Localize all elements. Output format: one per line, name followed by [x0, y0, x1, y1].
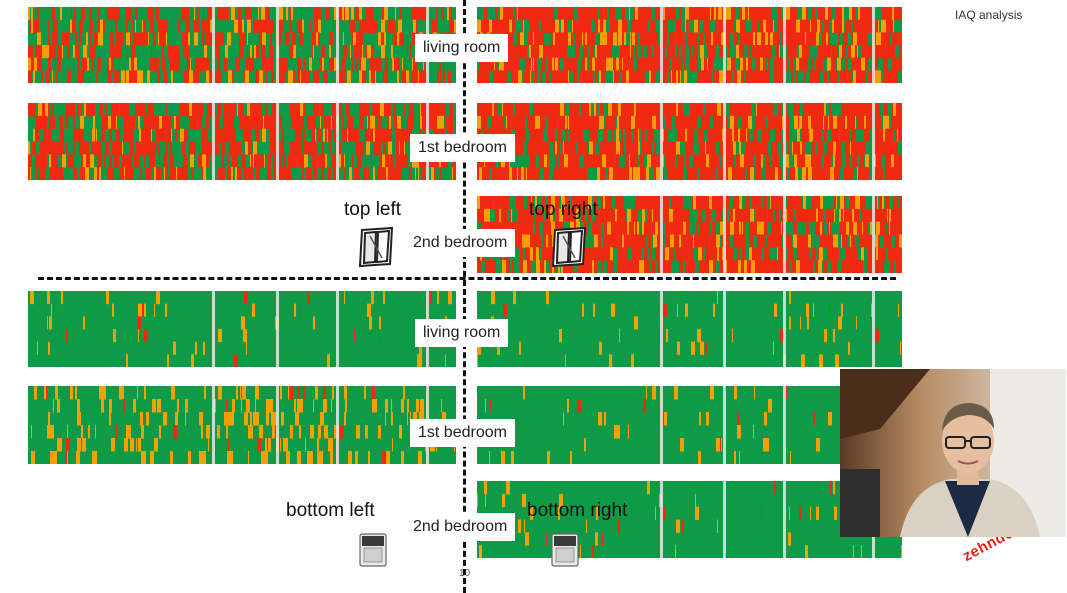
air-purifier-icon — [359, 533, 387, 567]
presenter-avatar — [840, 369, 1066, 537]
heatmap-strip-top-right-1st-bedroom — [477, 103, 902, 180]
quadrant-label-bottom-right: bottom right — [527, 500, 628, 521]
window-icon — [551, 226, 587, 268]
heatmap-strip-bottom-left-living-room — [28, 291, 456, 367]
heatmap-strip-bottom-right-2nd-bedroom — [477, 481, 902, 558]
heatmap-strip-top-left-1st-bedroom — [28, 103, 456, 180]
horizontal-divider — [38, 277, 896, 280]
room-label-top-living-room: living room — [415, 34, 509, 62]
room-label-bottom-living-room: living room — [415, 319, 509, 347]
quadrant-label-top-left: top left — [344, 199, 402, 220]
heatmap-strip-top-right-2nd-bedroom — [477, 196, 902, 273]
quadrant-label-top-right: top right — [529, 199, 598, 220]
room-label-bottom-2nd-bedroom: 2nd bedroom — [405, 513, 516, 541]
slide-header: IAQ analysis — [955, 8, 1023, 22]
air-purifier-icon — [551, 533, 579, 567]
vertical-divider — [463, 0, 466, 593]
window-icon — [358, 226, 394, 268]
heatmap-strip-bottom-right-1st-bedroom — [477, 386, 902, 464]
quadrant-label-bottom-left: bottom left — [286, 500, 375, 521]
room-label-top-1st-bedroom: 1st bedroom — [410, 134, 515, 162]
heatmap-strip-bottom-left-1st-bedroom — [28, 386, 456, 464]
presenter-video — [840, 369, 1066, 537]
room-label-top-2nd-bedroom: 2nd bedroom — [405, 229, 516, 257]
heatmap-strip-top-right-living-room — [477, 7, 902, 83]
heatmap-strip-top-left-living-room — [28, 7, 456, 83]
room-label-bottom-1st-bedroom: 1st bedroom — [410, 419, 515, 447]
heatmap-strip-bottom-right-living-room — [477, 291, 902, 367]
